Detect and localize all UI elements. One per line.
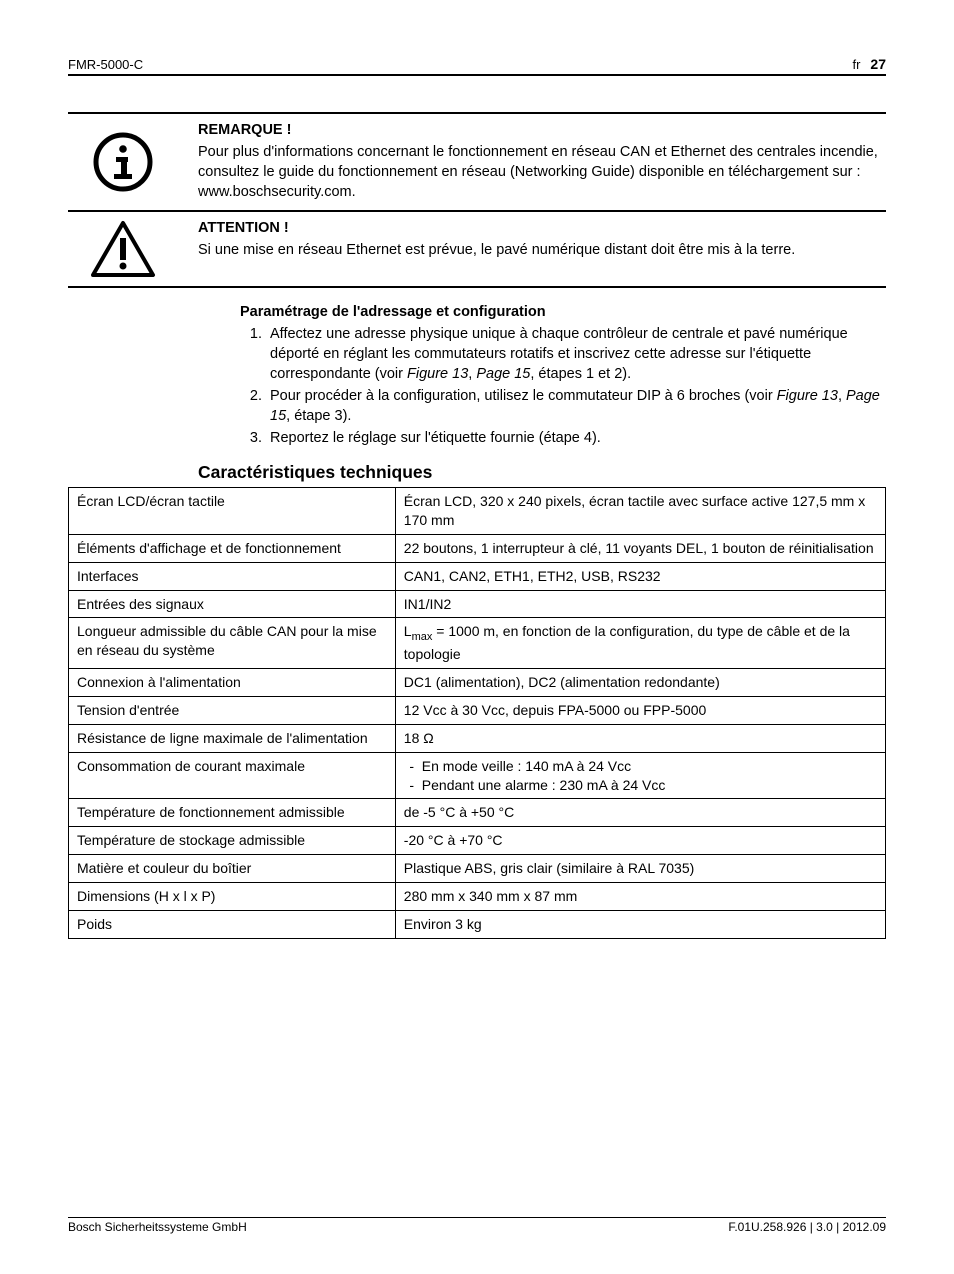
spec-value: En mode veille : 140 mA à 24 VccPendant … [395, 752, 885, 799]
spec-value: 280 mm x 340 mm x 87 mm [395, 883, 885, 911]
p2-pre: Pour procéder à la configuration, utilis… [270, 388, 777, 404]
notice-title: REMARQUE ! [198, 120, 886, 140]
spec-key: Éléments d'affichage et de fonctionnemen… [69, 534, 396, 562]
p2-post: , étape 3). [286, 408, 351, 424]
spec-value: Plastique ABS, gris clair (similaire à R… [395, 855, 885, 883]
table-row: Tension d'entrée12 Vcc à 30 Vcc, depuis … [69, 696, 886, 724]
notice-body: REMARQUE ! Pour plus d'informations conc… [198, 114, 886, 210]
spec-value: 18 Ω [395, 724, 885, 752]
notice-text: Pour plus d'informations concernant le f… [198, 142, 886, 202]
list-item: En mode veille : 140 mA à 24 Vcc [422, 757, 877, 776]
warning-icon [68, 212, 198, 286]
parameters-heading: Paramétrage de l'adressage et configurat… [240, 304, 886, 320]
spec-key: Longueur admissible du câble CAN pour la… [69, 618, 396, 669]
spec-key: Interfaces [69, 562, 396, 590]
spec-value: 22 boutons, 1 interrupteur à clé, 11 voy… [395, 534, 885, 562]
content: REMARQUE ! Pour plus d'informations conc… [68, 112, 886, 939]
spec-value: DC1 (alimentation), DC2 (alimentation re… [395, 668, 885, 696]
caution-title: ATTENTION ! [198, 218, 886, 238]
table-row: Entrées des signauxIN1/IN2 [69, 590, 886, 618]
spec-key: Écran LCD/écran tactile [69, 488, 396, 535]
spec-value: -20 °C à +70 °C [395, 827, 885, 855]
list-item: Pendant une alarme : 230 mA à 24 Vcc [422, 776, 877, 795]
spec-key: Température de stockage admissible [69, 827, 396, 855]
p1-ref1: Figure 13 [407, 366, 468, 382]
spec-key: Consommation de courant maximale [69, 752, 396, 799]
spec-key: Résistance de ligne maximale de l'alimen… [69, 724, 396, 752]
spec-value: 12 Vcc à 30 Vcc, depuis FPA-5000 ou FPP-… [395, 696, 885, 724]
table-row: Écran LCD/écran tactileÉcran LCD, 320 x … [69, 488, 886, 535]
caution-text: Si une mise en réseau Ethernet est prévu… [198, 240, 886, 260]
page: FMR-5000-C fr 27 REMARQUE ! Pour plus d'… [0, 0, 954, 1274]
specs-table: Écran LCD/écran tactileÉcran LCD, 320 x … [68, 487, 886, 939]
parameters-item-3: Reportez le réglage sur l'étiquette four… [266, 428, 886, 448]
parameters-list: Affectez une adresse physique unique à c… [240, 324, 886, 448]
table-row: Éléments d'affichage et de fonctionnemen… [69, 534, 886, 562]
spec-key: Entrées des signaux [69, 590, 396, 618]
page-number: 27 [870, 56, 886, 72]
caution-block: ATTENTION ! Si une mise en réseau Ethern… [68, 210, 886, 288]
table-row: Connexion à l'alimentationDC1 (alimentat… [69, 668, 886, 696]
page-footer: Bosch Sicherheitssysteme GmbH F.01U.258.… [68, 1217, 886, 1234]
spec-key: Poids [69, 911, 396, 939]
caution-body: ATTENTION ! Si une mise en réseau Ethern… [198, 212, 886, 286]
spec-key: Connexion à l'alimentation [69, 668, 396, 696]
lang-code: fr [852, 57, 860, 72]
p2-mid: , [838, 388, 846, 404]
p1-ref2: Page 15 [476, 366, 530, 382]
table-row: InterfacesCAN1, CAN2, ETH1, ETH2, USB, R… [69, 562, 886, 590]
table-row: Résistance de ligne maximale de l'alimen… [69, 724, 886, 752]
parameters-item-1: Affectez une adresse physique unique à c… [266, 324, 886, 384]
table-row: Température de fonctionnement admissible… [69, 799, 886, 827]
spec-key: Matière et couleur du boîtier [69, 855, 396, 883]
footer-right: F.01U.258.926 | 3.0 | 2012.09 [728, 1220, 886, 1234]
spec-value: CAN1, CAN2, ETH1, ETH2, USB, RS232 [395, 562, 885, 590]
specs-heading: Caractéristiques techniques [198, 462, 886, 483]
table-row: Longueur admissible du câble CAN pour la… [69, 618, 886, 669]
table-row: PoidsEnviron 3 kg [69, 911, 886, 939]
product-id: FMR-5000-C [68, 57, 143, 72]
table-row: Température de stockage admissible-20 °C… [69, 827, 886, 855]
p1-post: , étapes 1 et 2). [530, 366, 631, 382]
spec-key: Tension d'entrée [69, 696, 396, 724]
table-row: Matière et couleur du boîtierPlastique A… [69, 855, 886, 883]
spec-key: Dimensions (H x l x P) [69, 883, 396, 911]
spec-value: IN1/IN2 [395, 590, 885, 618]
table-row: Consommation de courant maximaleEn mode … [69, 752, 886, 799]
info-icon [68, 114, 198, 210]
spec-value: Écran LCD, 320 x 240 pixels, écran tacti… [395, 488, 885, 535]
spec-value: Environ 3 kg [395, 911, 885, 939]
header-right: fr 27 [852, 56, 886, 72]
footer-left: Bosch Sicherheitssysteme GmbH [68, 1220, 247, 1234]
spec-value: de -5 °C à +50 °C [395, 799, 885, 827]
spec-value: Lmax = 1000 m, en fonction de la configu… [395, 618, 885, 669]
notice-block: REMARQUE ! Pour plus d'informations conc… [68, 112, 886, 212]
parameters-section: Paramétrage de l'adressage et configurat… [240, 304, 886, 448]
parameters-item-2: Pour procéder à la configuration, utilis… [266, 386, 886, 426]
spec-key: Température de fonctionnement admissible [69, 799, 396, 827]
p2-ref1: Figure 13 [777, 388, 838, 404]
table-row: Dimensions (H x l x P)280 mm x 340 mm x … [69, 883, 886, 911]
page-header: FMR-5000-C fr 27 [68, 56, 886, 76]
